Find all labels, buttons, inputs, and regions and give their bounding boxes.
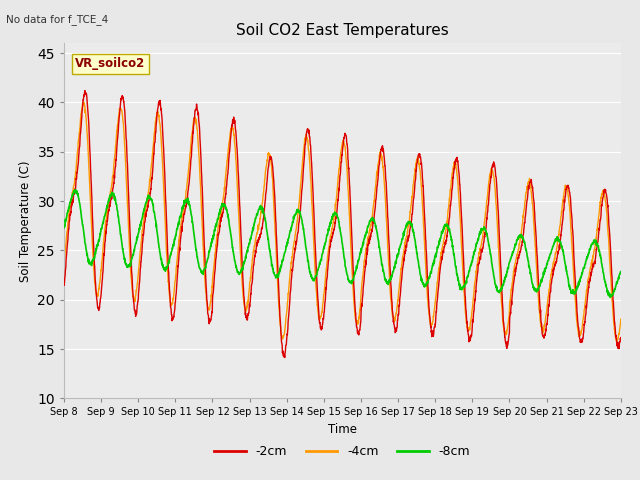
Y-axis label: Soil Temperature (C): Soil Temperature (C) [19, 160, 32, 282]
X-axis label: Time: Time [328, 423, 357, 436]
Text: VR_soilco2: VR_soilco2 [75, 58, 145, 71]
Legend: -2cm, -4cm, -8cm: -2cm, -4cm, -8cm [209, 440, 476, 463]
Title: Soil CO2 East Temperatures: Soil CO2 East Temperatures [236, 23, 449, 38]
Text: No data for f_TCE_4: No data for f_TCE_4 [6, 14, 109, 25]
